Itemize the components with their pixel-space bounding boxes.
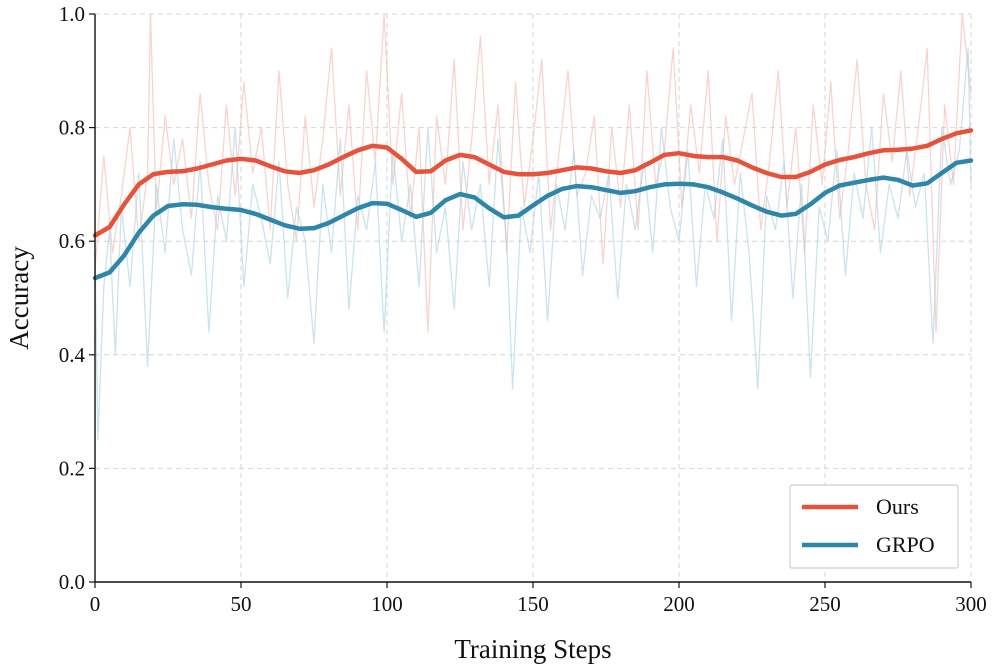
y-tick-label: 0.2 <box>59 456 85 480</box>
y-tick-label: 0.4 <box>59 343 86 367</box>
y-axis-title: Accuracy <box>4 246 34 350</box>
legend-label-ours: Ours <box>876 494 919 519</box>
ticks: 0 50 100 150 200 250 300 0.0 0.2 0.4 0.6 0.8 1.0 <box>59 2 987 616</box>
smoothed-series-ours <box>92 128 974 238</box>
y-tick-label: 0.6 <box>59 229 85 253</box>
x-tick-label: 0 <box>90 592 101 616</box>
x-tick-label: 300 <box>955 592 987 616</box>
legend-label-grpo: GRPO <box>876 532 935 557</box>
smoothed-series-grpo <box>92 158 974 281</box>
x-tick-label: 100 <box>371 592 403 616</box>
y-tick-label: 1.0 <box>59 2 85 26</box>
x-tick-label: 150 <box>517 592 549 616</box>
x-axis-title: Training Steps <box>454 634 611 664</box>
y-tick-label: 0.0 <box>59 570 85 594</box>
smoothed-series-layer <box>92 128 974 281</box>
legend: Ours GRPO <box>789 484 959 569</box>
x-tick-label: 250 <box>809 592 841 616</box>
y-tick-label: 0.8 <box>59 116 85 140</box>
x-tick-label: 200 <box>663 592 695 616</box>
raw-series-grpo <box>94 47 972 441</box>
x-tick-label: 50 <box>231 592 252 616</box>
